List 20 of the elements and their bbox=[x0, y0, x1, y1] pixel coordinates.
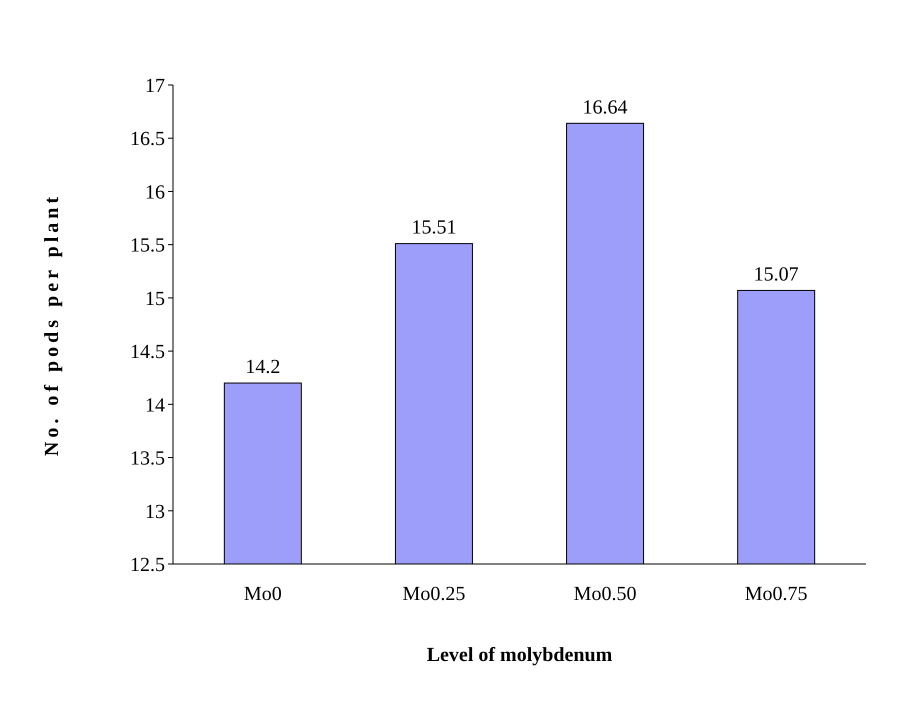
y-tick-label: 14 bbox=[145, 394, 165, 416]
y-axis-title: No. of pods per plant bbox=[41, 192, 63, 456]
x-tick-label: Mo0.50 bbox=[574, 583, 636, 605]
x-tick-label: Mo0.25 bbox=[402, 583, 466, 605]
x-tick-label: Mo0 bbox=[244, 583, 282, 605]
y-tick-label: 15 bbox=[145, 288, 165, 310]
y-tick-label: 15.5 bbox=[130, 234, 165, 257]
y-tick-label: 16.5 bbox=[130, 128, 165, 150]
data-label: 15.51 bbox=[411, 216, 456, 239]
data-label: 14.2 bbox=[245, 356, 280, 378]
y-tick-label: 14.5 bbox=[130, 341, 165, 364]
data-label: 15.07 bbox=[754, 263, 799, 286]
y-tick-label: 16 bbox=[145, 181, 165, 204]
data-label: 16.64 bbox=[582, 96, 628, 118]
y-tick-label: 13.5 bbox=[130, 448, 165, 470]
y-tick-label: 12.5 bbox=[130, 554, 165, 576]
y-tick-label: 17 bbox=[145, 75, 165, 97]
x-tick-label: Mo0.75 bbox=[744, 583, 808, 605]
y-tick-label: 13 bbox=[145, 500, 165, 523]
x-axis-title: Level of molybdenum bbox=[426, 644, 613, 666]
